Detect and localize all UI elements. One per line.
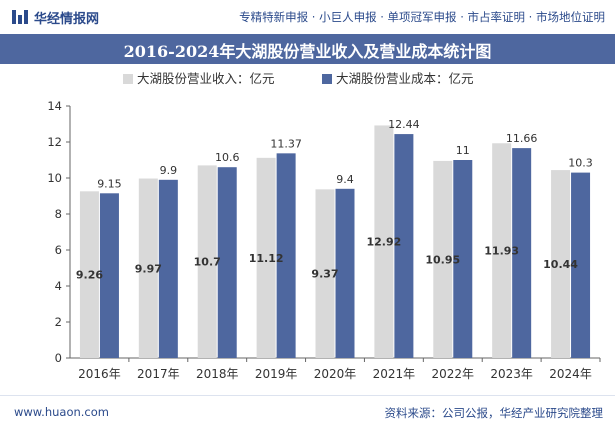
data-label-revenue: 9.97 <box>135 262 162 275</box>
x-tick-label: 2019年 <box>255 367 298 381</box>
x-tick-label: 2021年 <box>373 367 416 381</box>
footer: www.huaon.com 资料来源：公司公报，华经产业研究院整理 <box>0 395 615 428</box>
data-source: 资料来源：公司公报，华经产业研究院整理 <box>384 406 604 420</box>
y-tick-label: 10 <box>47 171 62 185</box>
y-tick-label: 14 <box>47 99 62 113</box>
bar-chart: 大湖股份营业收入：亿元 大湖股份营业成本：亿元 0 2 4 6 8 10 12 14 9.26 9.1… <box>47 71 601 381</box>
service-tags: 专精特新申报 · 小巨人申报 · 单项冠军申报 · 市占率证明 · 市场地位证明 <box>239 10 605 24</box>
data-label-cost: 12.44 <box>388 118 420 131</box>
bar-cost <box>571 172 591 358</box>
y-tick-label: 12 <box>47 135 62 149</box>
bar-cost <box>453 160 473 358</box>
y-tick-label: 8 <box>55 207 62 221</box>
data-label-revenue: 11.93 <box>484 245 519 258</box>
data-label-revenue: 9.26 <box>76 269 103 282</box>
chart-title: 2016-2024年大湖股份营业收入及营业成本统计图 <box>123 42 492 61</box>
bar-revenue <box>138 178 158 358</box>
y-tick-label: 0 <box>55 351 62 365</box>
bar-revenue <box>374 125 394 358</box>
bar-cost <box>512 148 532 358</box>
logo-icon <box>12 10 28 24</box>
x-tick-label: 2024年 <box>549 367 592 381</box>
data-label-cost: 11 <box>456 144 470 157</box>
bar-revenue <box>433 160 453 358</box>
bar-revenue <box>256 157 276 358</box>
bar-cost <box>158 179 178 358</box>
bar-revenue <box>492 143 512 358</box>
data-label-cost: 10.6 <box>215 151 240 164</box>
x-tick-label: 2018年 <box>196 367 239 381</box>
y-tick-label: 2 <box>55 315 62 329</box>
data-label-cost: 9.4 <box>336 173 354 186</box>
data-label-cost: 11.66 <box>506 132 538 145</box>
x-tick-label: 2016年 <box>78 367 121 381</box>
bar-cost <box>394 134 414 358</box>
data-label-revenue: 11.12 <box>249 252 284 265</box>
legend-swatch-2 <box>322 74 332 84</box>
data-label-revenue: 10.44 <box>543 258 578 271</box>
bar-cost <box>99 193 119 358</box>
title-bar: 2016-2024年大湖股份营业收入及营业成本统计图 <box>0 34 615 64</box>
top-bar: 华经情报网 专精特新申报 · 小巨人申报 · 单项冠军申报 · 市占率证明 · … <box>0 0 615 34</box>
bar-cost <box>217 167 237 358</box>
bar-revenue <box>79 191 99 358</box>
data-label-cost: 9.9 <box>160 164 178 177</box>
data-label-revenue: 9.37 <box>311 268 338 281</box>
site-url: www.huaon.com <box>14 405 109 419</box>
bar-revenue <box>551 170 571 358</box>
brand-name: 华经情报网 <box>34 12 100 27</box>
data-label-revenue: 12.92 <box>366 236 401 249</box>
bar-cost <box>335 188 355 358</box>
legend-label-2: 大湖股份营业成本：亿元 <box>336 71 474 86</box>
x-tick-label: 2022年 <box>432 367 475 381</box>
x-tick-label: 2017年 <box>137 367 180 381</box>
data-label-cost: 9.15 <box>97 177 122 190</box>
x-tick-label: 2023年 <box>490 367 533 381</box>
bar-revenue <box>197 165 217 358</box>
data-label-revenue: 10.95 <box>425 253 460 266</box>
bar-cost <box>276 153 296 358</box>
y-tick-label: 4 <box>55 279 62 293</box>
legend-label-1: 大湖股份营业收入：亿元 <box>137 71 275 86</box>
bar-revenue <box>315 189 335 358</box>
y-tick-label: 6 <box>55 243 62 257</box>
data-label-cost: 11.37 <box>270 137 302 150</box>
x-tick-label: 2020年 <box>314 367 357 381</box>
legend-swatch-1 <box>123 74 133 84</box>
data-label-revenue: 10.7 <box>194 256 221 269</box>
data-label-cost: 10.3 <box>568 157 593 170</box>
